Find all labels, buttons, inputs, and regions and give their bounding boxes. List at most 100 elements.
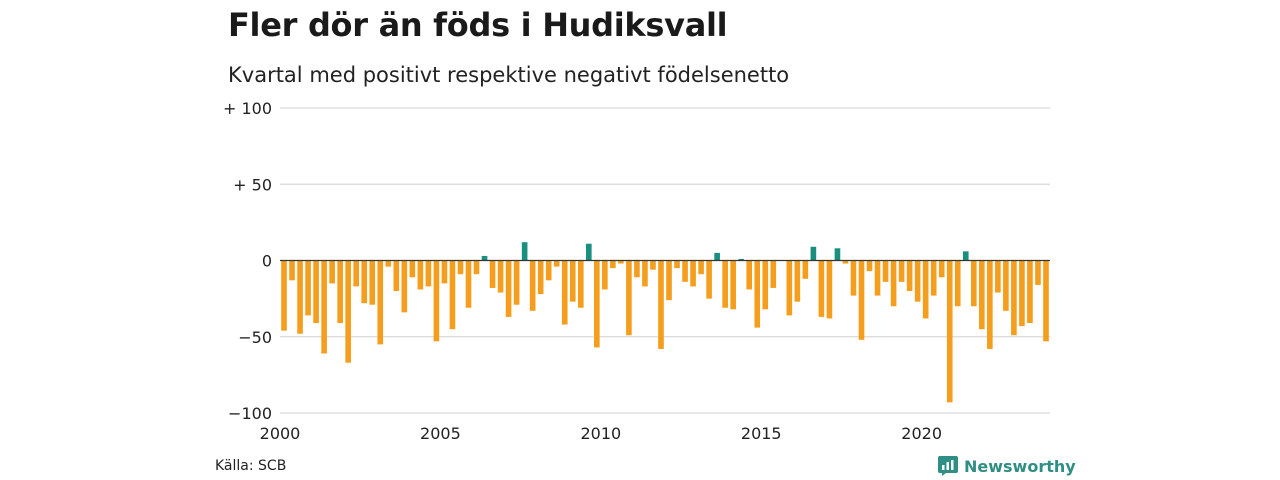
bar	[874, 260, 881, 296]
y-tick-label: + 100	[223, 99, 272, 118]
bar	[658, 260, 664, 349]
bar	[449, 260, 456, 330]
bar	[289, 260, 295, 281]
bar	[786, 260, 793, 316]
bar	[1035, 260, 1041, 285]
bars	[280, 242, 1050, 403]
bar	[979, 260, 985, 330]
bar	[882, 260, 889, 282]
bar	[553, 260, 560, 267]
newsworthy-logo-icon	[938, 456, 958, 476]
bar	[834, 248, 841, 261]
bar	[417, 260, 424, 290]
bar	[826, 260, 833, 319]
bar	[457, 260, 464, 275]
bar	[313, 260, 319, 324]
bar	[794, 260, 801, 302]
bar	[642, 260, 648, 287]
x-tick-label: 2005	[420, 424, 461, 443]
bar	[337, 260, 343, 324]
bar	[650, 260, 656, 270]
bar	[914, 260, 921, 302]
chart-title: Fler dör än föds i Hudiksvall	[228, 6, 728, 44]
bar	[329, 260, 335, 284]
y-tick-label: −100	[228, 404, 272, 423]
bar	[473, 260, 480, 275]
bar	[602, 260, 608, 290]
bar	[858, 260, 865, 340]
bar	[577, 260, 584, 308]
bar	[1011, 260, 1017, 336]
bar	[297, 260, 303, 334]
x-tick-label: 2000	[260, 424, 301, 443]
bar	[730, 260, 736, 310]
bar	[930, 260, 937, 296]
x-tick-label: 2020	[901, 424, 942, 443]
bar	[441, 260, 448, 284]
bar	[722, 260, 728, 308]
bar	[995, 260, 1001, 293]
brand-name: Newsworthy	[964, 456, 1076, 476]
bar	[281, 260, 287, 331]
bar	[626, 260, 632, 336]
brand-logo: Newsworthy	[938, 456, 1076, 476]
bar	[818, 260, 825, 317]
bar	[690, 260, 696, 287]
bar	[1019, 260, 1025, 327]
bar	[489, 260, 496, 288]
bar	[802, 260, 809, 279]
bar	[618, 260, 624, 264]
source-label: Källa: SCB	[215, 458, 287, 474]
bar	[634, 260, 640, 278]
bar	[890, 260, 897, 307]
gridlines	[280, 107, 1050, 414]
bar	[682, 260, 688, 282]
bar	[353, 260, 360, 287]
bar	[762, 260, 769, 310]
bar	[537, 260, 544, 295]
bar	[698, 260, 704, 275]
bar	[497, 260, 504, 293]
bar	[521, 242, 528, 261]
bar	[1043, 260, 1049, 342]
bar	[987, 260, 993, 349]
bar	[465, 260, 472, 308]
y-tick-label: 0	[262, 252, 272, 271]
bar	[425, 260, 432, 287]
y-tick-label: + 50	[233, 175, 272, 194]
bar	[810, 246, 817, 261]
bar	[529, 260, 536, 311]
bar	[345, 260, 351, 363]
bar	[962, 251, 969, 261]
bar	[954, 260, 961, 307]
bar	[481, 255, 488, 261]
bar	[594, 260, 600, 348]
x-tick-label: 2015	[741, 424, 782, 443]
bar	[385, 260, 392, 267]
bar	[1027, 260, 1033, 324]
bar	[970, 260, 977, 307]
y-tick-label: −50	[238, 328, 272, 347]
bar	[610, 260, 616, 269]
bar	[569, 260, 576, 302]
bar	[906, 260, 913, 291]
x-tick-label: 2010	[580, 424, 621, 443]
bar	[513, 260, 520, 305]
bar	[433, 260, 440, 342]
bar	[746, 260, 753, 290]
bar	[401, 260, 408, 313]
bar	[898, 260, 905, 282]
bar	[866, 260, 873, 272]
bar	[754, 260, 761, 328]
bar	[369, 260, 376, 305]
bar	[1003, 260, 1009, 311]
chart-subtitle: Kvartal med positivt respektive negativt…	[228, 63, 790, 87]
bar	[561, 260, 568, 325]
bar	[393, 260, 400, 291]
bar	[545, 260, 552, 281]
bar	[305, 260, 311, 316]
bar	[714, 252, 720, 261]
bar	[361, 260, 368, 304]
